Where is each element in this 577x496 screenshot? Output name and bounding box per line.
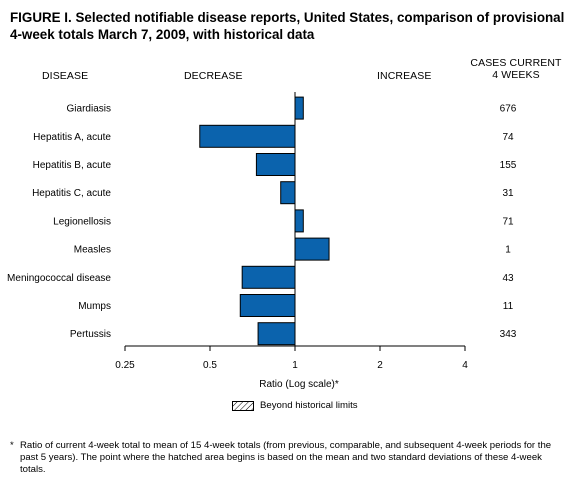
category-label: Giardiasis bbox=[67, 104, 111, 115]
category-label: Measles bbox=[74, 245, 111, 256]
case-count: 1 bbox=[505, 245, 511, 256]
x-tick-label: 4 bbox=[462, 360, 468, 371]
case-count: 31 bbox=[502, 188, 514, 199]
cases-header-line1: CASES CURRENT bbox=[470, 57, 562, 69]
bar bbox=[239, 294, 296, 317]
case-counts-layer: 676 74 155 31 71 1 43 11 343 bbox=[500, 104, 517, 341]
decrease-header: DECREASE bbox=[184, 70, 243, 82]
footnote-marker: * bbox=[10, 440, 14, 451]
bars-layer bbox=[199, 96, 330, 346]
footnote: * Ratio of current 4-week total to mean … bbox=[10, 440, 562, 476]
category-label: Pertussis bbox=[70, 329, 111, 340]
disease-column-header: DISEASE bbox=[42, 70, 89, 82]
case-count: 43 bbox=[502, 273, 514, 284]
legend-label: Beyond historical limits bbox=[260, 400, 358, 411]
case-count: 155 bbox=[500, 160, 517, 171]
category-label: Legionellosis bbox=[53, 216, 111, 227]
category-label: Meningococcal disease bbox=[7, 273, 111, 284]
category-labels-layer: Giardiasis Hepatitis A, acute Hepatitis B,… bbox=[7, 104, 111, 341]
cases-header-line2: 4 WEEKS bbox=[492, 69, 540, 81]
x-axis: 0.25 0.5 1 2 4 Ratio (Log scale)* bbox=[115, 92, 468, 390]
increase-header: INCREASE bbox=[377, 70, 432, 82]
x-tick-label: 2 bbox=[377, 360, 383, 371]
x-tick-label: 1 bbox=[292, 360, 298, 371]
bar bbox=[199, 124, 296, 148]
case-count: 11 bbox=[503, 301, 514, 312]
category-label: Hepatitis C, acute bbox=[32, 188, 111, 199]
case-count: 343 bbox=[500, 329, 517, 340]
case-count: 74 bbox=[502, 132, 514, 143]
category-label: Mumps bbox=[78, 301, 111, 312]
case-count: 676 bbox=[500, 104, 517, 115]
bar bbox=[241, 265, 296, 289]
bar bbox=[294, 96, 304, 120]
legend: Beyond historical limits bbox=[232, 400, 358, 411]
category-label: Hepatitis B, acute bbox=[33, 160, 112, 171]
hatched-swatch-icon bbox=[232, 400, 254, 411]
footnote-text: Ratio of current 4-week total to mean of… bbox=[20, 440, 552, 475]
x-axis-label: Ratio (Log scale)* bbox=[259, 379, 339, 390]
category-label: Hepatitis A, acute bbox=[33, 132, 111, 143]
x-tick-label: 0.5 bbox=[203, 360, 217, 371]
x-tick-label: 0.25 bbox=[115, 360, 135, 371]
bar bbox=[280, 181, 296, 205]
bar bbox=[294, 237, 330, 261]
case-count: 71 bbox=[502, 216, 514, 227]
bar bbox=[294, 209, 304, 233]
cases-column-header: CASES CURRENT 4 WEEKS bbox=[463, 57, 569, 81]
bar bbox=[257, 322, 296, 346]
bar bbox=[255, 153, 296, 176]
figure-title: FIGURE I. Selected notifiable disease re… bbox=[10, 10, 565, 42]
